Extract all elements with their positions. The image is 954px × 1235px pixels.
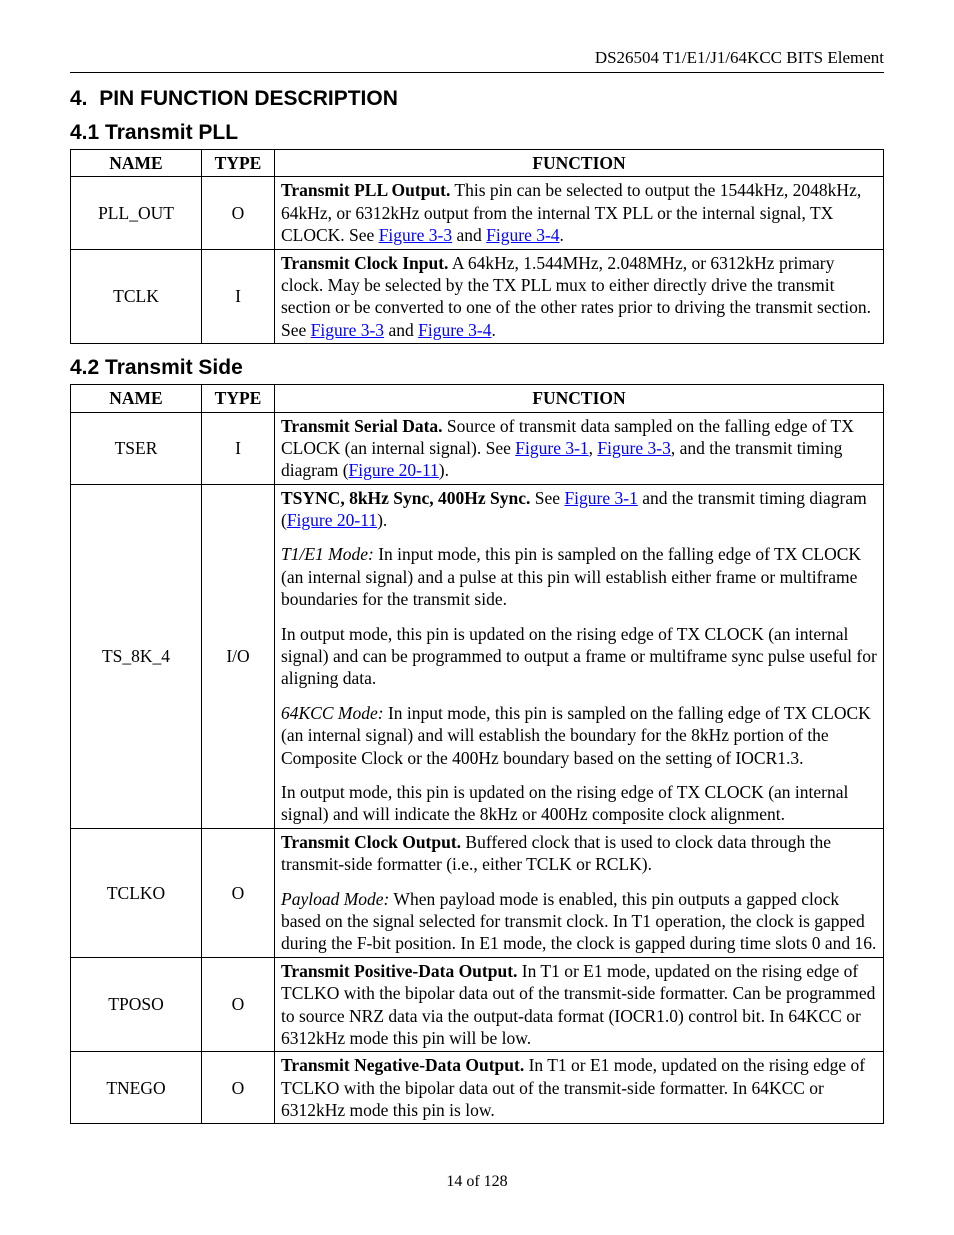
col-type: TYPE [202,150,275,177]
pin-type: I/O [202,484,275,828]
page: DS26504 T1/E1/J1/64KCC BITS Element 4. P… [0,0,954,1235]
section-number: 4. [70,87,88,110]
subsection-4-1: 4.1 Transmit PLL [70,121,884,145]
table-row: TPOSO O Transmit Positive-Data Output. I… [71,957,884,1052]
pin-function: Transmit Positive-Data Output. In T1 or … [275,957,884,1052]
func-text: and [452,225,486,245]
func-bold: Transmit Positive-Data Output. [281,961,517,981]
func-bold: Transmit Clock Output. [281,832,461,852]
pin-type: I [202,249,275,344]
header-rule [70,72,884,73]
pin-type: O [202,1052,275,1124]
pin-type: I [202,412,275,484]
transmit-side-table: NAME TYPE FUNCTION TSER I Transmit Seria… [70,384,884,1124]
pin-function: Transmit PLL Output. This pin can be sel… [275,177,884,249]
func-text: See [530,488,564,508]
pin-function: TSYNC, 8kHz Sync, 400Hz Sync. See Figure… [275,484,884,828]
table-row: TS_8K_4 I/O TSYNC, 8kHz Sync, 400Hz Sync… [71,484,884,828]
pin-function: Transmit Clock Input. A 64kHz, 1.544MHz,… [275,249,884,344]
func-bold: Transmit Negative-Data Output. [281,1055,524,1075]
figure-link[interactable]: Figure 3-3 [597,438,670,458]
pin-name: TCLKO [71,828,202,957]
figure-link[interactable]: Figure 3-3 [311,320,384,340]
col-function: FUNCTION [275,385,884,412]
pin-name: TS_8K_4 [71,484,202,828]
func-text: ). [377,510,387,530]
pin-name: TPOSO [71,957,202,1052]
figure-link[interactable]: Figure 3-1 [564,488,637,508]
col-function: FUNCTION [275,150,884,177]
pin-function: Transmit Negative-Data Output. In T1 or … [275,1052,884,1124]
func-italic: Payload Mode: [281,889,389,909]
figure-link[interactable]: Figure 3-1 [515,438,588,458]
figure-link[interactable]: Figure 3-4 [486,225,559,245]
pin-name: PLL_OUT [71,177,202,249]
figure-link[interactable]: Figure 20-11 [287,510,377,530]
pin-name: TNEGO [71,1052,202,1124]
func-text: and [384,320,418,340]
pin-type: O [202,828,275,957]
func-text: . [560,225,564,245]
table-header-row: NAME TYPE FUNCTION [71,385,884,412]
col-name: NAME [71,385,202,412]
func-bold: TSYNC, 8kHz Sync, 400Hz Sync. [281,488,530,508]
section-heading: 4. PIN FUNCTION DESCRIPTION [70,87,884,111]
func-text: In output mode, this pin is updated on t… [281,623,877,690]
col-name: NAME [71,150,202,177]
subsection-num: 4.1 [70,121,99,144]
running-header: DS26504 T1/E1/J1/64KCC BITS Element [70,48,884,68]
figure-link[interactable]: Figure 3-4 [418,320,491,340]
pin-function: Transmit Clock Output. Buffered clock th… [275,828,884,957]
func-text: . [492,320,496,340]
func-bold: Transmit Clock Input. [281,253,448,273]
func-bold: Transmit Serial Data. [281,416,443,436]
table-row: PLL_OUT O Transmit PLL Output. This pin … [71,177,884,249]
pin-name: TSER [71,412,202,484]
table-row: TNEGO O Transmit Negative-Data Output. I… [71,1052,884,1124]
subsection-num: 4.2 [70,356,99,379]
pin-function: Transmit Serial Data. Source of transmit… [275,412,884,484]
pin-type: O [202,177,275,249]
figure-link[interactable]: Figure 20-11 [349,460,439,480]
func-bold: Transmit PLL Output. [281,180,450,200]
page-footer: 14 of 128 [0,1173,954,1191]
figure-link[interactable]: Figure 3-3 [379,225,452,245]
func-italic: 64KCC Mode: [281,703,384,723]
transmit-pll-table: NAME TYPE FUNCTION PLL_OUT O Transmit PL… [70,149,884,344]
pin-name: TCLK [71,249,202,344]
section-title: PIN FUNCTION DESCRIPTION [99,87,398,110]
col-type: TYPE [202,385,275,412]
func-italic: T1/E1 Mode: [281,544,374,564]
table-row: TCLKO O Transmit Clock Output. Buffered … [71,828,884,957]
table-header-row: NAME TYPE FUNCTION [71,150,884,177]
subsection-4-2: 4.2 Transmit Side [70,356,884,380]
func-text: ). [439,460,449,480]
pin-type: O [202,957,275,1052]
subsection-title: Transmit PLL [105,121,238,144]
table-row: TSER I Transmit Serial Data. Source of t… [71,412,884,484]
table-row: TCLK I Transmit Clock Input. A 64kHz, 1.… [71,249,884,344]
subsection-title: Transmit Side [105,356,243,379]
func-text: In output mode, this pin is updated on t… [281,781,877,826]
